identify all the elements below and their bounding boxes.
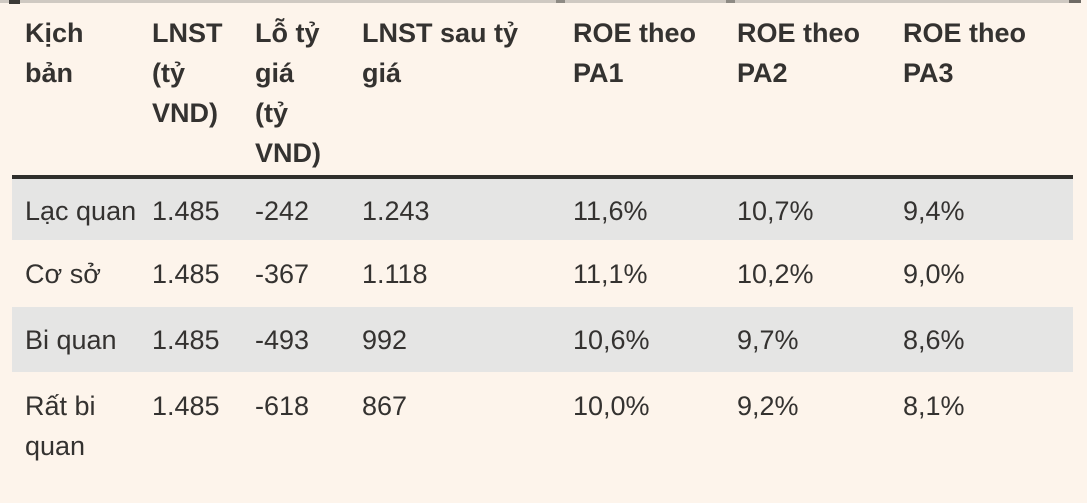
cell-roe-pa2: 10,7% [737,196,814,226]
top-edge-artifact-segment [9,0,20,4]
cell-roe-pa1: 11,1% [573,259,648,289]
top-edge-artifact-segment [726,0,735,3]
cell-lnst: 1.485 [152,391,220,421]
cell-roe-pa2: 10,2% [737,259,814,289]
cell-lnst-after-fx: 867 [362,391,408,421]
table-row-rat-bi-quan: Rất bi quan 1.485 -618 867 10,0% 9,2% 8,… [12,372,1073,498]
cell-lnst-after-fx: 1.243 [362,196,430,226]
cell-roe-pa3: 9,4% [903,196,965,226]
table-row-bi-quan: Bi quan 1.485 -493 992 10,6% 9,7% 8,6% [12,307,1073,372]
cell-scenario: Rất bi quan [25,391,96,461]
cell-lnst-after-fx: 1.118 [362,259,428,289]
table-row-co-so: Cơ sở 1.485 -367 1.118 11,1% 10,2% 9,0% [12,240,1073,307]
table-row-lac-quan: Lạc quan 1.485 -242 1.243 11,6% 10,7% 9,… [12,177,1073,240]
cell-lnst: 1.485 [152,325,220,355]
scenario-roe-table: Kịch bản LNST (tỷ VND) Lỗ tỷ giá (tỷ VND… [12,3,1073,498]
cell-roe-pa2: 9,2% [737,391,799,421]
cell-fx-loss: -493 [255,325,310,355]
cell-roe-pa3: 8,1% [903,391,965,421]
cell-lnst-after-fx: 992 [362,325,408,355]
top-edge-artifact-segment [1069,0,1081,3]
cell-scenario: Cơ sở [25,259,101,289]
cell-lnst: 1.485 [152,259,220,289]
cell-fx-loss: -367 [255,259,310,289]
column-header-fx-loss: Lỗ tỷ giá (tỷ VND) [242,3,349,179]
cell-scenario: Bi quan [25,325,117,355]
cell-lnst: 1.485 [152,196,220,226]
cell-roe-pa3: 9,0% [903,259,965,289]
cell-scenario: Lạc quan [25,196,137,226]
table-header-row: Kịch bản LNST (tỷ VND) Lỗ tỷ giá (tỷ VND… [12,3,1073,179]
column-header-roe-pa2: ROE theo PA2 [724,3,890,179]
cell-roe-pa1: 10,6% [573,325,650,355]
column-header-lnst: LNST (tỷ VND) [139,3,242,179]
column-header-scenario: Kịch bản [12,3,139,179]
cell-roe-pa1: 10,0% [573,391,650,421]
top-edge-artifact [0,0,1087,4]
cell-fx-loss: -618 [255,391,310,421]
cell-roe-pa2: 9,7% [737,325,799,355]
top-edge-artifact-segment [0,0,1080,3]
top-edge-artifact-segment [556,0,565,3]
column-header-roe-pa1: ROE theo PA1 [560,3,724,179]
column-header-lnst-after-fx: LNST sau tỷ giá [349,3,560,179]
cell-roe-pa1: 11,6% [573,196,648,226]
cell-fx-loss: -242 [255,196,310,226]
column-header-roe-pa3: ROE theo PA3 [890,3,1073,179]
cell-roe-pa3: 8,6% [903,325,965,355]
